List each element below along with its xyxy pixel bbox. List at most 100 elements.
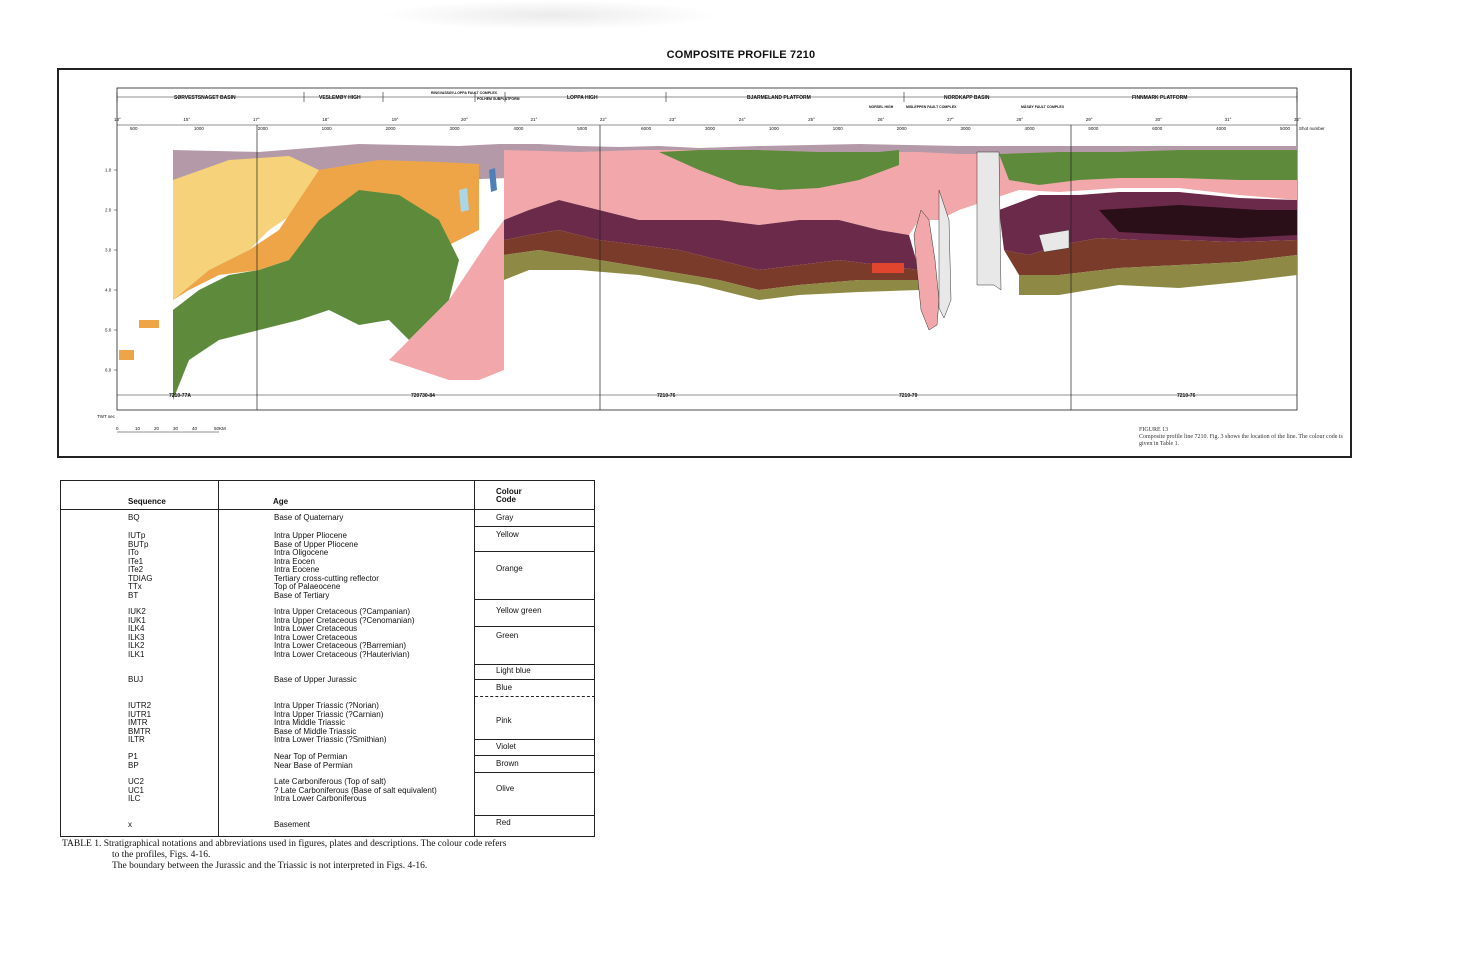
shot-tick-label: 2000	[386, 126, 397, 131]
line-id-2: 720730-84	[411, 393, 435, 399]
sequence-cell: BQ	[128, 513, 140, 522]
age-cell: Intra Upper Triassic (?Norian) Intra Upp…	[274, 701, 387, 744]
region-ringvassoy: RINGVASSØY-LOPPA FAULT COMPLEX	[431, 91, 498, 95]
sequence-cell: IUTR2 IUTR1 IMTR BMTR ILTR	[128, 701, 152, 744]
scale-tick-label: 30	[173, 426, 179, 431]
shot-tick-label: 4000	[1216, 126, 1227, 131]
region-misleppen: MISLEPPEN FAULT COMPLEX	[906, 105, 957, 109]
age-cell: Late Carboniferous (Top of salt) ? Late …	[274, 777, 437, 803]
sequence-cell: IUTp BUTp ITo ITe1 ITe2 TDIAG TTx BT	[128, 531, 153, 600]
table-caption-line2: to the profiles, Figs. 4-16.	[112, 850, 211, 860]
longitude-label: 28°	[1016, 117, 1023, 122]
line-id-4: 7210-79	[899, 393, 918, 399]
region-nordkapp: NORDKAPP BASIN	[944, 95, 990, 101]
twt-tick-label: 6.0	[105, 368, 112, 373]
region-finnmark: FINNMARK PLATFORM	[1132, 95, 1187, 101]
shot-tick-label: 500	[130, 126, 138, 131]
shot-tick-label: 3000	[961, 126, 972, 131]
region-norsel: NORSEL HIGH	[869, 105, 894, 109]
header-age: Age	[273, 497, 289, 506]
page-shadow	[380, 0, 720, 30]
colour-code-light-blue: Light blue	[496, 666, 531, 675]
colour-code-violet: Violet	[496, 742, 516, 751]
region-masoy: MÅSØY FAULT COMPLEX	[1021, 104, 1065, 109]
longitude-label: 31°	[1225, 117, 1232, 122]
scale-tick-label: 40	[192, 426, 198, 431]
shot-tick-label: 2000	[258, 126, 269, 131]
longitude-label: 15°	[183, 117, 190, 122]
shot-tick-label: 5000	[1088, 126, 1099, 131]
legend-table: Sequence Age Colour Code BQ IUTp BUTp IT…	[60, 480, 595, 837]
header-colour-code: Colour Code	[496, 487, 522, 504]
twt-tick-label: 4.0	[105, 288, 112, 293]
longitude-label: 13°	[114, 117, 121, 122]
age-cell: Near Top of Permian Near Base of Permian	[274, 752, 353, 770]
figure-caption: FIGURE 13 Composite profile line 7210. F…	[1139, 427, 1349, 448]
line-ids: 7210-77A 720730-84 7210-76 7210-79 7210-…	[117, 393, 1297, 399]
shot-number-label: Shot number	[1299, 126, 1325, 131]
colour-code-pink: Pink	[496, 716, 512, 725]
twt-tick-label: 2.0	[105, 208, 112, 213]
age-cell: Basement	[274, 820, 311, 829]
colour-code-red: Red	[496, 818, 511, 827]
scale-bar: TWT sec 0 10 20 30 40 50KM	[97, 414, 226, 433]
sequence-cell: IUK2 IUK1 ILK4 ILK3 ILK2 ILK1	[128, 607, 146, 659]
shot-ticks: 13° 15° 17° 18° 19° 20° 21° 22° 23° 24° 25° 26° 27° 2…	[114, 117, 1301, 131]
colour-code-green: Green	[496, 631, 519, 640]
colour-code-orange: Orange	[496, 564, 523, 573]
shot-tick-label: 3000	[705, 126, 716, 131]
table-caption-line3: The boundary between the Jurassic and th…	[112, 861, 428, 871]
shot-tick-label: 2000	[897, 126, 908, 131]
figure-caption-text: Composite profile line 7210. Fig. 3 show…	[1139, 434, 1343, 447]
longitude-label: 23°	[669, 117, 676, 122]
figure-caption-title: FIGURE 13	[1139, 427, 1169, 433]
longitude-label: 25°	[808, 117, 815, 122]
longitude-label: 30°	[1155, 117, 1162, 122]
geology-layers	[119, 144, 1297, 400]
longitude-label: 24°	[739, 117, 746, 122]
table-caption: TABLE 1. Stratigraphical notations and a…	[62, 839, 602, 872]
colour-code-gray: Gray	[496, 513, 514, 522]
longitude-label: 26°	[878, 117, 885, 122]
twt-tick-label: 3.0	[105, 248, 112, 253]
shot-tick-label: 3000	[449, 126, 460, 131]
region-sorvestsnaget: SØRVESTSNAGET BASIN	[174, 95, 236, 101]
colour-code-blue: Blue	[496, 683, 513, 692]
colour-code-brown: Brown	[496, 759, 519, 768]
header-sequence: Sequence	[128, 497, 166, 506]
header-divider	[61, 509, 594, 510]
twt-tick-label: 1.0	[105, 168, 112, 173]
shot-tick-label: 4000	[1024, 126, 1035, 131]
region-veslemoy: VESLEMØY HIGH	[319, 95, 361, 101]
sequence-cell: UC2 UC1 ILC	[128, 777, 145, 803]
sequence-cell: BUJ	[128, 675, 144, 684]
scale-tick-label: 0	[116, 426, 119, 431]
longitude-label: 22°	[600, 117, 607, 122]
twt-axis: 1.0 2.0 3.0 4.0 5.0 6.0	[105, 168, 117, 373]
shot-tick-label: 1000	[322, 126, 333, 131]
longitude-label: 19°	[392, 117, 399, 122]
age-cell: Base of Upper Jurassic	[274, 675, 357, 684]
longitude-label: 27°	[947, 117, 954, 122]
shot-tick-label: 5000	[577, 126, 588, 131]
region-bjarmeland: BJARMELAND PLATFORM	[747, 95, 811, 101]
longitude-label: 29°	[1086, 117, 1093, 122]
geological-profile: SØRVESTSNAGET BASIN VESLEMØY HIGH RINGVA…	[97, 87, 1325, 433]
longitude-label: 20°	[461, 117, 468, 122]
sequence-cell: x	[128, 820, 132, 829]
age-cell: Intra Upper Pliocene Base of Upper Plioc…	[274, 531, 379, 600]
longitude-label: 32°	[1294, 117, 1301, 122]
colour-code-yellow: Yellow	[496, 530, 519, 539]
region-polhem: POLHEM SUBPLATFORM	[477, 97, 520, 101]
shot-tick-label: 5000	[1280, 126, 1291, 131]
shot-tick-label: 6000	[1152, 126, 1163, 131]
colour-code-olive: Olive	[496, 784, 515, 793]
col-divider-1	[218, 481, 219, 836]
longitude-label: 18°	[322, 117, 329, 122]
line-id-1: 7210-77A	[169, 393, 191, 399]
twt-unit-label: TWT sec	[97, 414, 116, 419]
age-cell: Base of Quaternary	[274, 513, 344, 522]
scale-tick-label: 20	[154, 426, 160, 431]
region-loppa-high: LOPPA HIGH	[567, 95, 598, 101]
shot-tick-label: 1000	[833, 126, 844, 131]
